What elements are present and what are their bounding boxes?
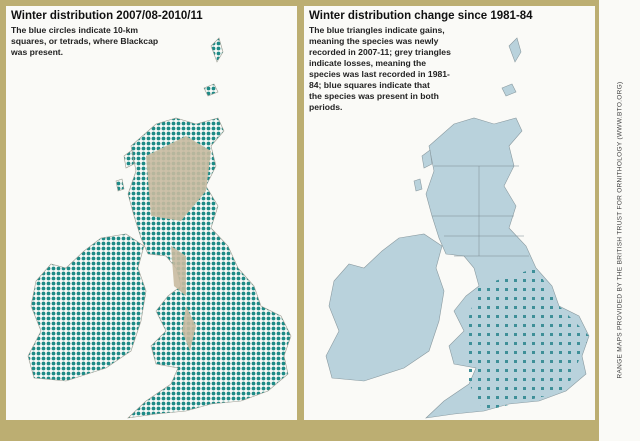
presence-both xyxy=(464,268,589,411)
caption-line: was present. xyxy=(11,47,64,57)
land xyxy=(27,233,147,382)
map xyxy=(27,37,292,419)
panel-title: Winter distribution change since 1981-84 xyxy=(309,10,533,22)
credit-strip xyxy=(599,0,640,441)
land xyxy=(325,233,445,382)
land xyxy=(421,149,433,169)
map xyxy=(325,37,590,419)
panel-caption: The blue triangles indicate gains, meanin… xyxy=(309,25,451,113)
caption-line: species was last recorded in 1981- xyxy=(309,69,450,79)
land xyxy=(123,149,135,169)
panel-caption: The blue circles indicate 10-km squares, … xyxy=(11,25,158,58)
land xyxy=(508,37,522,63)
panel-title: Winter distribution 2007/08-2010/11 xyxy=(11,10,203,22)
caption-line: meaning the species was newly xyxy=(309,36,439,46)
caption-line: squares, or tetrads, where Blackcap xyxy=(11,36,159,46)
panel-current: Winter distribution 2007/08-2010/11 The … xyxy=(6,6,297,420)
land xyxy=(210,37,224,63)
panel-change: Winter distribution change since 1981-84… xyxy=(304,6,595,420)
land xyxy=(203,83,219,97)
land xyxy=(413,178,423,192)
land xyxy=(501,83,517,97)
caption-line: indicate losses, meaning the xyxy=(309,58,427,68)
land xyxy=(115,178,125,192)
caption-line: recorded in 2007-11; grey triangles xyxy=(309,47,451,57)
upland-patch xyxy=(171,246,186,296)
upland-patch xyxy=(146,136,211,221)
caption-line: the species was present in both xyxy=(309,91,439,101)
upland-patch xyxy=(182,306,196,351)
caption-line: periods. xyxy=(309,102,343,112)
caption-line: 84; blue squares indicate that xyxy=(309,80,430,90)
caption-line: The blue circles indicate 10-km xyxy=(11,25,139,35)
region-lines xyxy=(432,165,529,257)
caption-line: The blue triangles indicate gains, xyxy=(309,25,445,35)
credit: RANGE MAPS PROVIDED BY THE BRITISH TRUST… xyxy=(616,81,624,379)
